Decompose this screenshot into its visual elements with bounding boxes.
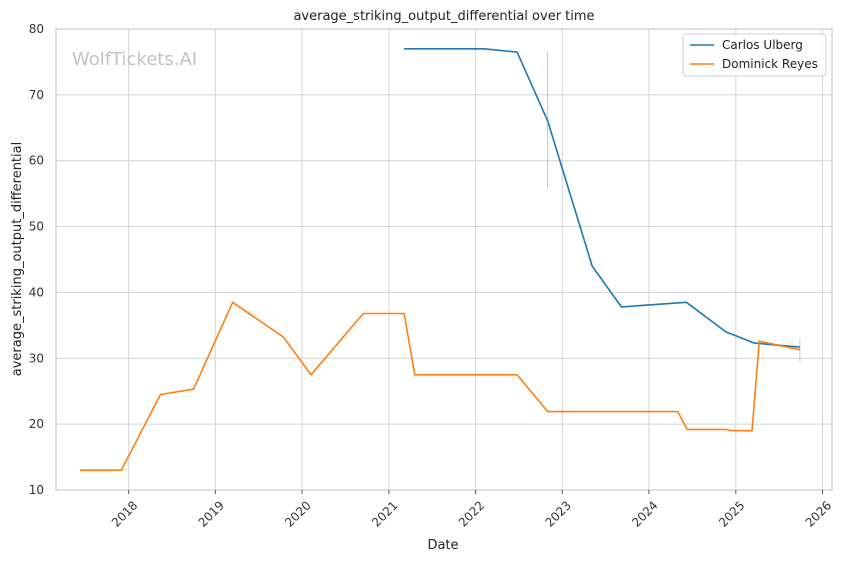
y-tick-label: 70 <box>29 88 44 102</box>
x-axis-title: Date <box>427 538 458 553</box>
y-axis-ticks: 10 20 30 40 50 60 70 80 <box>29 22 44 497</box>
series-line-dominick-reyes <box>80 301 801 472</box>
x-tick-label: 2023 <box>543 498 574 529</box>
y-tick-label: 10 <box>29 483 44 497</box>
y-tick-label: 30 <box>29 351 44 365</box>
x-tick-label: 2024 <box>629 498 660 529</box>
series-line-carlos-ulberg <box>404 47 800 348</box>
x-tick-label: 2018 <box>109 498 140 529</box>
series <box>80 47 801 472</box>
x-tick-label: 2021 <box>369 498 400 529</box>
y-axis-title: average_striking_output_differential <box>10 142 25 376</box>
y-tick-label: 60 <box>29 154 44 168</box>
legend: Carlos Ulberg Dominick Reyes <box>682 33 827 77</box>
legend-label-carlos-ulberg: Carlos Ulberg <box>722 38 803 52</box>
x-tick-label: 2025 <box>716 498 747 529</box>
legend-label-dominick-reyes: Dominick Reyes <box>722 57 818 71</box>
chart-title: average_striking_output_differential ove… <box>293 9 594 24</box>
y-tick-label: 20 <box>29 417 44 431</box>
x-tick-label: 2020 <box>282 498 313 529</box>
x-tick-label: 2019 <box>196 498 227 529</box>
x-tick-label: 2022 <box>456 498 487 529</box>
plot-frame <box>55 28 833 491</box>
grid <box>56 28 832 491</box>
y-tick-label: 80 <box>29 22 44 36</box>
y-tick-label: 40 <box>29 285 44 299</box>
y-tick-label: 50 <box>29 220 44 234</box>
x-axis-ticks: 2018 2019 2020 2021 2022 2023 2024 2025 2026 <box>109 490 834 530</box>
legend-box <box>682 33 827 77</box>
x-tick-label: 2026 <box>803 498 834 529</box>
watermark: WolfTickets.AI <box>72 49 197 70</box>
vertical-markers <box>547 52 801 362</box>
